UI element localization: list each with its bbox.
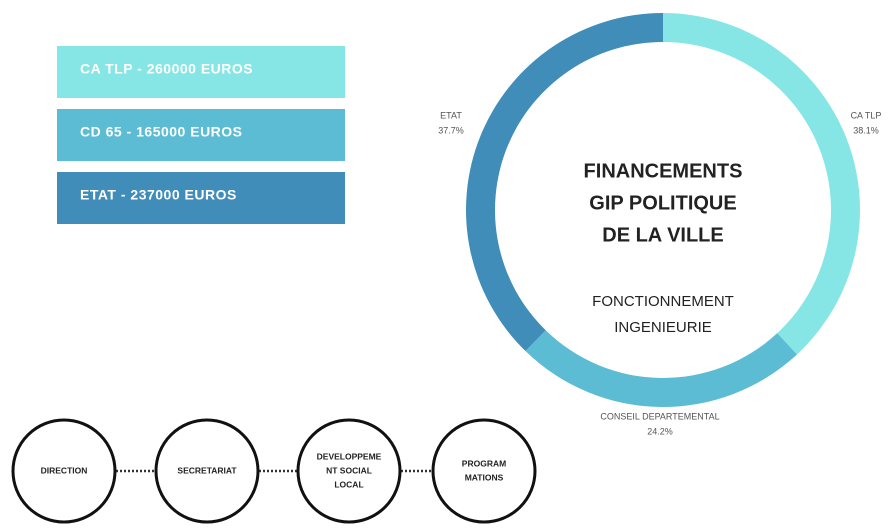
legend-box-label: ETAT - 237000 EUROS [80,187,237,203]
chart-title: GIP POLITIQUE [589,192,736,214]
donut-segment [525,330,797,407]
segment-value: 24.2% [647,426,673,436]
org-node-label: DIRECTION [41,465,88,475]
segment-label: CA TLP [851,110,882,120]
legend-box-label: CD 65 - 165000 EUROS [80,124,243,140]
org-node [431,418,537,524]
org-node-label: NT SOCIAL [326,465,372,475]
chart-subtitle: INGENIEURIE [614,319,712,336]
org-node-label: DEVELOPPEME [317,451,382,461]
org-node [11,418,117,524]
legend-box-label: CA TLP - 260000 EUROS [80,61,253,77]
org-node [296,418,402,524]
chart-title: DE LA VILLE [602,224,723,246]
legend-box [57,46,345,98]
org-node-label: MATIONS [465,472,504,482]
chart-subtitle: FONCTIONNEMENT [592,293,734,310]
org-node-label: LOCAL [334,479,363,489]
chart-title: FINANCEMENTS [584,160,743,182]
donut-segment [466,13,663,352]
segment-value: 38.1% [853,125,879,135]
legend-box [57,109,345,161]
segment-value: 37.7% [438,125,464,135]
org-node-label: SECRETARIAT [177,465,237,475]
legend-box [57,172,345,224]
donut-segment [663,13,860,355]
org-node-label: PROGRAM [462,458,506,468]
org-node [154,418,260,524]
segment-label: ETAT [440,110,462,120]
segment-label: CONSEIL DEPARTEMENTAL [600,411,719,421]
